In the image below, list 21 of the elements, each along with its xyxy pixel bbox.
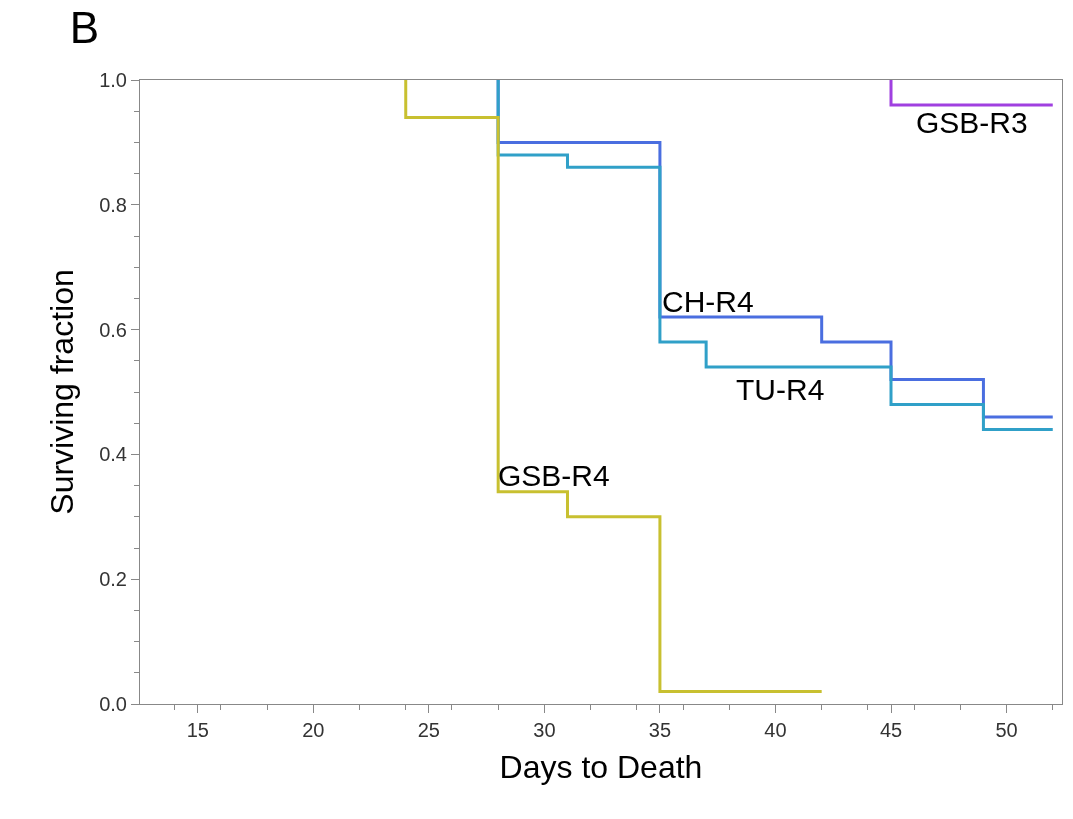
x-tick-label: 25 bbox=[417, 719, 440, 741]
series-label: GSB-R3 bbox=[916, 106, 1028, 139]
x-tick-label: 30 bbox=[533, 719, 556, 741]
x-tick-label: 50 bbox=[995, 719, 1018, 741]
y-axis-title: Surviving fraction bbox=[44, 269, 81, 515]
x-tick-label: 35 bbox=[648, 719, 672, 741]
y-tick-label: 1.0 bbox=[99, 69, 127, 91]
chart-title: B bbox=[69, 3, 100, 53]
series-label: GSB-R4 bbox=[498, 459, 610, 492]
y-tick-label: 0.8 bbox=[99, 193, 127, 216]
x-tick-label: 40 bbox=[764, 719, 787, 741]
x-tick-label: 45 bbox=[879, 719, 903, 741]
y-tick-label: 0.6 bbox=[99, 318, 127, 341]
x-axis-title: Days to Death bbox=[499, 748, 703, 785]
y-tick-label: 0.2 bbox=[99, 568, 127, 591]
series-label: TU-R4 bbox=[736, 373, 825, 406]
y-tick-label: 0.4 bbox=[99, 443, 127, 466]
x-tick-label: 15 bbox=[186, 719, 209, 741]
x-tick-label: 20 bbox=[302, 719, 325, 741]
y-tick-label: 0.0 bbox=[99, 693, 127, 715]
series-label: CH-R4 bbox=[662, 285, 754, 318]
